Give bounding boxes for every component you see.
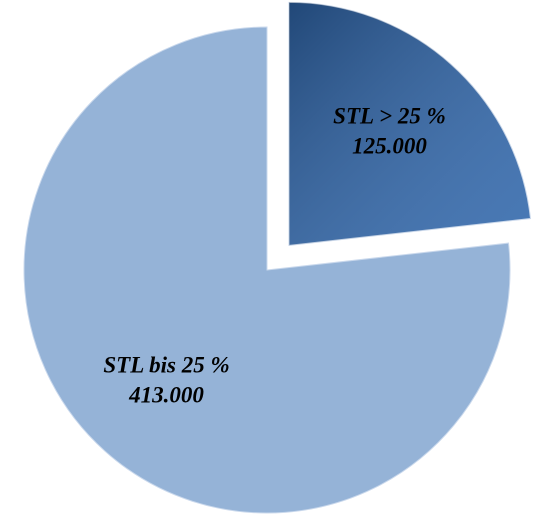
slice-label: STL bis 25 % <box>103 353 229 378</box>
slice-value-label: 413.000 <box>128 383 204 408</box>
pie-slice <box>23 26 511 514</box>
slice-value-label: 125.000 <box>352 133 427 158</box>
slice-label: STL > 25 % <box>333 103 446 128</box>
